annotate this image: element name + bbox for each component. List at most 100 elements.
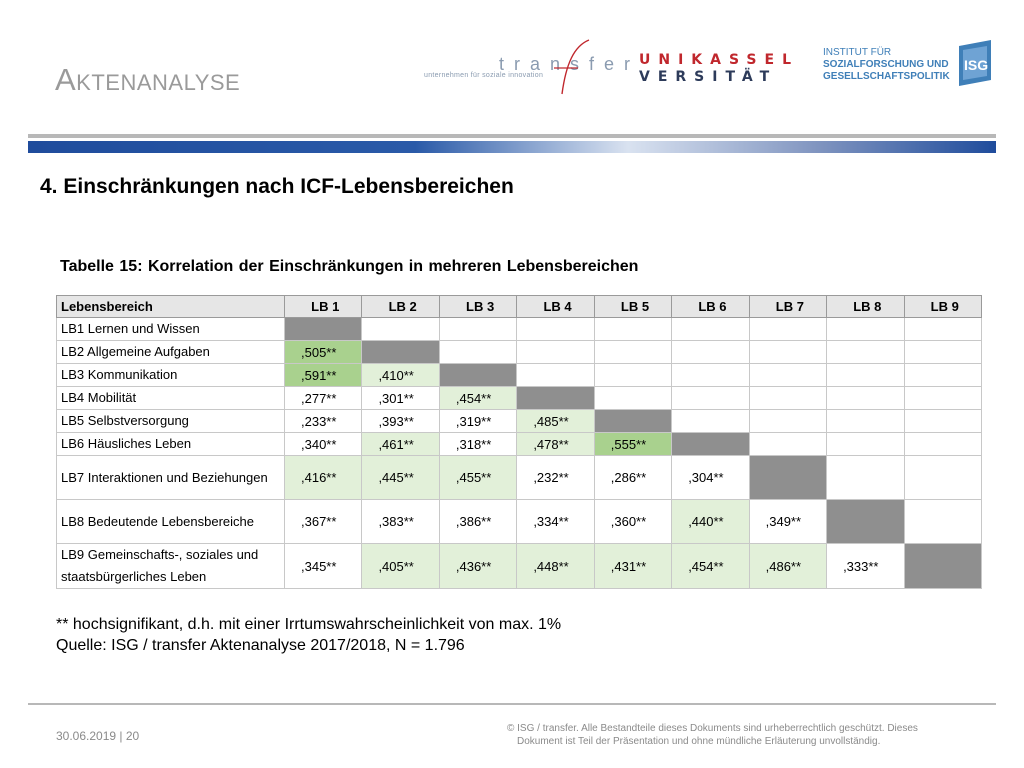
correlation-cell: ,334** — [516, 499, 595, 544]
uni-kassel-logo: UNIKASSEL VERSITÄT — [639, 52, 799, 86]
correlation-cell — [671, 317, 750, 341]
correlation-cell: ,410** — [361, 363, 440, 387]
correlation-cell — [748, 409, 828, 433]
diagonal-cell — [826, 499, 905, 544]
correlation-cell — [903, 317, 982, 341]
row-label: LB3 Kommunikation — [56, 363, 285, 387]
transfer-logo: transfer unternehmen für soziale innovat… — [424, 36, 630, 96]
header-lb-3: LB 3 — [438, 295, 518, 318]
correlation-cell — [903, 386, 982, 410]
correlation-cell — [671, 340, 750, 364]
header-lb-9: LB 9 — [903, 295, 982, 318]
correlation-cell — [826, 317, 905, 341]
correlation-cell — [903, 363, 982, 387]
correlation-cell: ,445** — [361, 455, 440, 500]
correlation-table: Lebensbereich LB 1 LB 2 LB 3 LB 4 LB 5 LB 6 LB … — [56, 295, 982, 589]
row-label: LB9 Gemeinschafts-, soziales und staatsb… — [56, 543, 285, 589]
correlation-cell: ,448** — [516, 543, 595, 589]
table-row: LB5 Selbstversorgung ,233** ,393** ,319** ,4… — [56, 409, 982, 433]
transfer-swoosh-icon — [554, 39, 590, 95]
header-lb-2: LB 2 — [361, 295, 440, 318]
correlation-cell — [748, 432, 828, 456]
institute-line3: GESELLSCHAFTSPOLITIK — [823, 71, 950, 82]
correlation-cell — [438, 317, 518, 341]
correlation-cell: ,393** — [361, 409, 440, 433]
correlation-cell: ,319** — [438, 409, 518, 433]
correlation-cell: ,485** — [516, 409, 595, 433]
copyright-line1: © ISG / transfer. Alle Bestandteile dies… — [507, 723, 918, 734]
correlation-cell: ,416** — [283, 455, 363, 500]
table-row: LB9 Gemeinschafts-, soziales und staatsb… — [56, 543, 982, 589]
header-lb-6: LB 6 — [671, 295, 750, 318]
table-notes: ** hochsignifikant, d.h. mit einer Irrtu… — [56, 614, 561, 656]
correlation-cell: ,455** — [438, 455, 518, 500]
correlation-cell — [748, 363, 828, 387]
correlation-cell — [903, 432, 982, 456]
correlation-cell — [826, 363, 905, 387]
correlation-cell: ,436** — [438, 543, 518, 589]
correlation-cell: ,454** — [438, 386, 518, 410]
diagonal-cell — [593, 409, 673, 433]
correlation-cell — [826, 455, 905, 500]
header-divider — [28, 134, 996, 138]
correlation-cell: ,286** — [593, 455, 673, 500]
correlation-cell — [826, 340, 905, 364]
correlation-cell — [748, 386, 828, 410]
diagonal-cell — [438, 363, 518, 387]
table-body: LB1 Lernen und Wissen LB2 Allgemeine Aufg… — [56, 317, 982, 589]
table-row: LB1 Lernen und Wissen — [56, 317, 982, 341]
correlation-cell: ,591** — [283, 363, 363, 387]
correlation-cell: ,383** — [361, 499, 440, 544]
correlation-cell: ,277** — [283, 386, 363, 410]
uni-logo-line1: UNIKASSEL — [639, 52, 799, 68]
correlation-cell — [593, 340, 673, 364]
row-label: LB5 Selbstversorgung — [56, 409, 285, 433]
uni-logo-line2: VERSITÄT — [639, 69, 778, 85]
diagonal-cell — [903, 543, 982, 589]
row-label: LB2 Allgemeine Aufgaben — [56, 340, 285, 364]
header-lebensbereich: Lebensbereich — [56, 295, 285, 318]
correlation-cell: ,486** — [748, 543, 828, 589]
row-label: LB4 Mobilität — [56, 386, 285, 410]
isg-logo-text: ISG — [964, 57, 988, 73]
correlation-cell — [361, 317, 440, 341]
correlation-cell: ,461** — [361, 432, 440, 456]
correlation-cell: ,386** — [438, 499, 518, 544]
footer-copyright: © ISG / transfer. Alle Bestandteile dies… — [507, 722, 987, 748]
correlation-cell — [593, 363, 673, 387]
table-row: LB6 Häusliches Leben ,340** ,461** ,318** ,4… — [56, 432, 982, 456]
correlation-cell — [903, 455, 982, 500]
section-subtitle: 4. Einschränkungen nach ICF-Lebensbereic… — [40, 175, 514, 198]
correlation-cell: ,233** — [283, 409, 363, 433]
correlation-cell: ,304** — [671, 455, 750, 500]
row-label: LB1 Lernen und Wissen — [56, 317, 285, 341]
diagonal-cell — [671, 432, 750, 456]
correlation-cell: ,360** — [593, 499, 673, 544]
correlation-cell — [826, 386, 905, 410]
correlation-cell — [593, 386, 673, 410]
header-lb-7: LB 7 — [748, 295, 828, 318]
correlation-cell: ,333** — [826, 543, 905, 589]
diagonal-cell — [283, 317, 363, 341]
correlation-cell — [748, 317, 828, 341]
correlation-cell: ,431** — [593, 543, 673, 589]
correlation-cell: ,478** — [516, 432, 595, 456]
correlation-cell: ,301** — [361, 386, 440, 410]
slide-title: Aktenanalyse — [55, 62, 241, 97]
correlation-cell — [826, 432, 905, 456]
table-row: LB8 Bedeutende Lebensbereiche ,367** ,383*… — [56, 499, 982, 544]
institute-line1: INSTITUT FÜR — [823, 47, 892, 58]
footer-date-page: 30.06.2019 | 20 — [56, 729, 140, 743]
correlation-cell: ,345** — [283, 543, 363, 589]
diagonal-cell — [748, 455, 828, 500]
correlation-cell: ,405** — [361, 543, 440, 589]
correlation-cell — [516, 363, 595, 387]
correlation-cell — [903, 499, 982, 544]
correlation-cell — [671, 363, 750, 387]
source-note: Quelle: ISG / transfer Aktenanalyse 2017… — [56, 637, 465, 654]
row-label: LB6 Häusliches Leben — [56, 432, 285, 456]
header-lb-8: LB 8 — [826, 295, 905, 318]
transfer-logo-word: transfer — [499, 54, 641, 74]
row-label: LB7 Interaktionen und Beziehungen — [56, 455, 285, 500]
significance-note: ** hochsignifikant, d.h. mit einer Irrtu… — [56, 616, 562, 633]
